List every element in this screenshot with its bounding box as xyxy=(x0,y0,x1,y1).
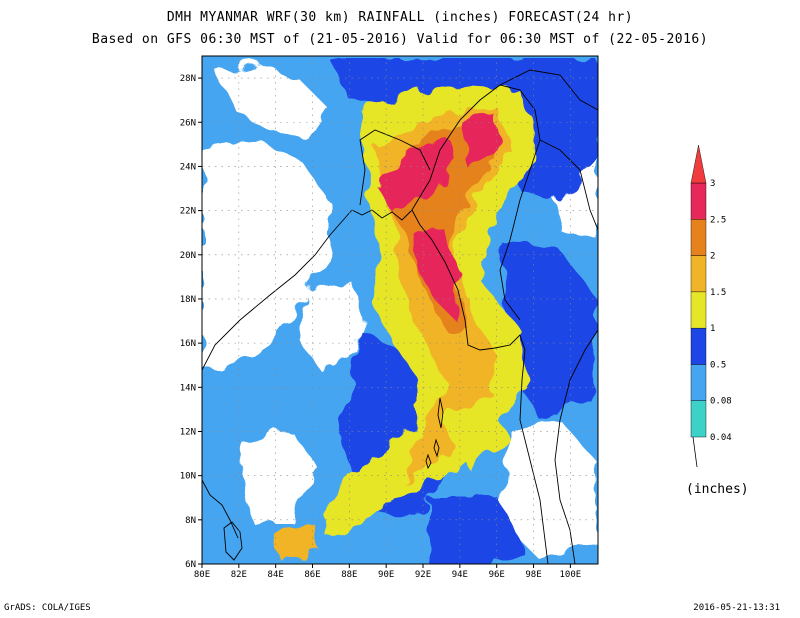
coast-southindia xyxy=(202,479,239,539)
coast-bangladesh xyxy=(351,209,413,221)
gridlines xyxy=(202,56,598,564)
colorbar-swatch-0 xyxy=(690,400,707,438)
field-darkblue-south xyxy=(430,500,530,564)
coast-myanmar xyxy=(411,209,549,564)
lat-label-6N: 6N xyxy=(185,560,196,570)
lat-label-8N: 8N xyxy=(185,516,196,526)
coastlines xyxy=(202,69,598,564)
footer-credit: GrADS: COLA/IGES xyxy=(4,603,91,613)
colorbar-swatch-5 xyxy=(690,219,707,256)
field-magenta-core-hills xyxy=(460,115,498,170)
field-white-thailand xyxy=(500,420,598,560)
lon-label-100E: 100E xyxy=(560,570,582,580)
island-andaman-north xyxy=(437,397,444,429)
lat-label-10N: 10N xyxy=(180,472,196,482)
lon-label-94E: 94E xyxy=(452,570,468,580)
lat-label-22N: 22N xyxy=(180,207,196,217)
lon-label-88E: 88E xyxy=(341,570,357,580)
colorbar-level-0.08: 0.08 xyxy=(710,397,732,407)
field-white-southwest xyxy=(240,430,320,520)
border-laos xyxy=(539,139,598,231)
colorbar-min-tail xyxy=(692,436,698,468)
colorbar-level-1.5: 1.5 xyxy=(710,288,726,298)
lon-axis: 80E 82E 84E 86E 88E 90E 92E 94E 96E 98E 100E xyxy=(194,564,581,580)
island-nicobar xyxy=(425,453,432,470)
colorbar-level-1: 1 xyxy=(710,324,715,334)
field-magenta-core-arakan xyxy=(410,225,460,320)
map-title: DMH MYANMAR WRF(30 km) RAINFALL (inches)… xyxy=(166,10,634,25)
colorbar-level-3: 3 xyxy=(710,179,715,189)
border-bangladesh-india xyxy=(359,129,431,206)
coast-srilanka xyxy=(223,521,243,561)
colorbar-level-2.5: 2.5 xyxy=(710,215,726,225)
lat-label-14N: 14N xyxy=(180,383,196,393)
border-china xyxy=(499,69,598,111)
lon-label-90E: 90E xyxy=(378,570,394,580)
colorbar-max-arrow xyxy=(690,144,707,184)
lat-label-24N: 24N xyxy=(180,162,196,172)
field-white-westindia xyxy=(202,140,330,370)
coast-thailand xyxy=(554,329,598,564)
field-white-bay xyxy=(300,280,365,370)
lon-label-84E: 84E xyxy=(268,570,284,580)
lon-label-92E: 92E xyxy=(415,570,431,580)
colorbar-level-0.04: 0.04 xyxy=(710,433,732,443)
lat-label-16N: 16N xyxy=(180,339,196,349)
colorbar-swatch-6 xyxy=(690,182,707,220)
lat-label-28N: 28N xyxy=(180,74,196,84)
field-yellow-south2 xyxy=(440,400,510,470)
rainfall-field xyxy=(202,56,598,564)
border-myanmar-north xyxy=(411,84,541,321)
lon-label-82E: 82E xyxy=(231,570,247,580)
lat-label-20N: 20N xyxy=(180,251,196,261)
lat-axis: 6N 8N 10N 12N 14N 16N 18N 20N 22N 24N 26N 28N xyxy=(180,74,202,570)
field-magenta-core-north xyxy=(375,140,460,215)
colorbar-swatch-4 xyxy=(690,255,707,293)
colorbar: 0.04 0.08 0.5 1 1.5 2 2.5 3 xyxy=(690,144,732,468)
lat-label-12N: 12N xyxy=(180,427,196,437)
colorbar-level-0.5: 0.5 xyxy=(710,360,726,370)
lon-label-96E: 96E xyxy=(489,570,505,580)
lat-label-18N: 18N xyxy=(180,295,196,305)
field-orange-south xyxy=(270,520,320,560)
colorbar-swatch-3 xyxy=(690,291,707,329)
colorbar-swatch-1 xyxy=(690,364,707,401)
field-white-northwest xyxy=(215,64,330,140)
footer-timestamp: 2016-05-21-13:31 xyxy=(693,603,780,613)
map-subtitle: Based on GFS 06:30 MST of (21-05-2016) V… xyxy=(91,32,709,47)
colorbar-swatch-2 xyxy=(690,327,707,365)
map-frame xyxy=(201,55,599,565)
colorbar-unit: (inches) xyxy=(686,482,749,497)
coast-india-east xyxy=(202,209,353,371)
lon-label-86E: 86E xyxy=(304,570,320,580)
island-andaman-south xyxy=(433,438,440,458)
field-darkblue-north xyxy=(330,58,598,200)
lon-label-80E: 80E xyxy=(194,570,210,580)
colorbar-level-2: 2 xyxy=(710,252,715,262)
lat-label-26N: 26N xyxy=(180,118,196,128)
lon-label-98E: 98E xyxy=(525,570,541,580)
